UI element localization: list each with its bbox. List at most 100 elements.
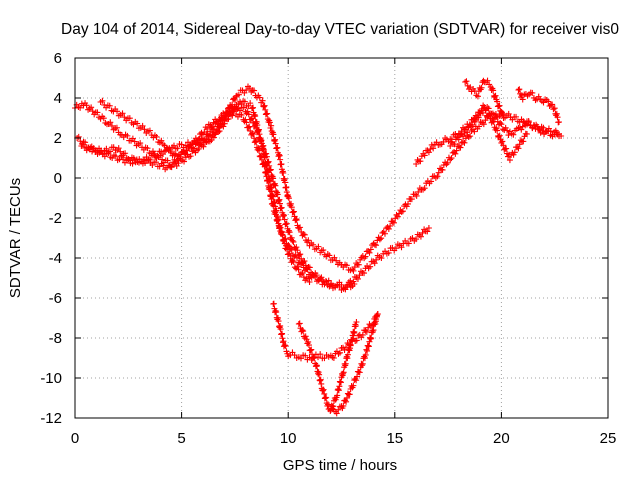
data-point [304,266,311,273]
data-point [276,222,283,229]
data-point [293,244,300,251]
data-point [291,213,298,220]
data-point [474,113,481,120]
data-point [378,255,385,262]
data-point [289,237,296,244]
data-point [310,354,317,361]
data-point [270,193,277,200]
data-point [413,236,420,243]
data-point [279,231,286,238]
data-point [321,390,328,397]
data-point [425,149,432,156]
data-point [286,229,293,236]
data-point [277,326,284,333]
data-point [511,149,518,156]
data-point [107,148,114,155]
data-point [381,230,388,237]
data-point [344,351,351,358]
data-point [323,394,330,401]
data-point [120,156,127,163]
y-tick-label: 6 [54,50,62,67]
data-point [497,119,504,126]
data-point [476,109,483,116]
data-point [153,159,160,166]
data-point [430,145,437,152]
data-point [346,391,353,398]
data-point [504,127,511,134]
data-point [252,113,259,120]
data-point [113,124,120,131]
data-point [378,235,385,242]
data-point [290,209,297,216]
y-tick-label: -6 [49,290,62,307]
data-point [455,136,462,143]
data-point [499,138,506,145]
data-point [294,247,301,254]
data-point [447,156,454,163]
data-point [146,127,153,134]
x-tick-label: 0 [71,430,79,447]
data-point [302,352,309,359]
y-tick-label: 2 [54,130,62,147]
data-point [545,98,552,105]
data-point [282,342,289,349]
data-point [321,395,328,402]
grid-lines [75,58,608,418]
data-point [494,98,501,105]
data-point [289,257,296,264]
data-point [89,108,96,115]
data-point [301,231,308,238]
data-point [379,229,386,236]
data-point [326,252,333,259]
data-point [221,120,228,127]
data-point [312,273,319,280]
data-point [164,157,171,164]
data-point [280,338,287,345]
data-point [131,138,138,145]
data-point [243,119,250,126]
data-point [307,347,314,354]
data-point [328,280,335,287]
data-point [398,244,405,251]
data-point [353,377,360,384]
data-point [359,362,366,369]
data-point [425,225,432,231]
data-point [350,382,357,389]
data-point [293,254,300,261]
data-point [276,151,283,158]
data-point [144,145,151,152]
data-point [182,151,189,158]
data-point [505,110,512,117]
data-point [166,145,173,152]
data-point [302,333,309,340]
data-point [275,318,282,325]
data-point [415,188,422,195]
data-point [347,341,354,348]
series-6 [327,319,360,413]
data-point [319,387,326,394]
data-point [541,131,548,138]
data-point [555,119,562,125]
data-point [343,262,350,269]
data-point [276,200,283,207]
data-point [310,241,317,248]
data-point [365,342,372,349]
data-point [246,123,253,130]
data-point [282,179,289,186]
series-10 [515,86,562,126]
data-point [297,355,304,362]
data-point [413,192,420,199]
data-point [294,263,301,270]
data-point [251,135,258,142]
data-point [333,257,340,264]
data-point [330,403,337,410]
data-point [343,398,350,405]
data-point [490,87,497,94]
data-point [293,216,300,223]
data-point [496,102,503,109]
y-tick-label: -8 [49,330,62,347]
data-point [323,400,330,407]
data-point [342,286,349,293]
data-point [267,178,274,185]
data-point [107,119,114,126]
